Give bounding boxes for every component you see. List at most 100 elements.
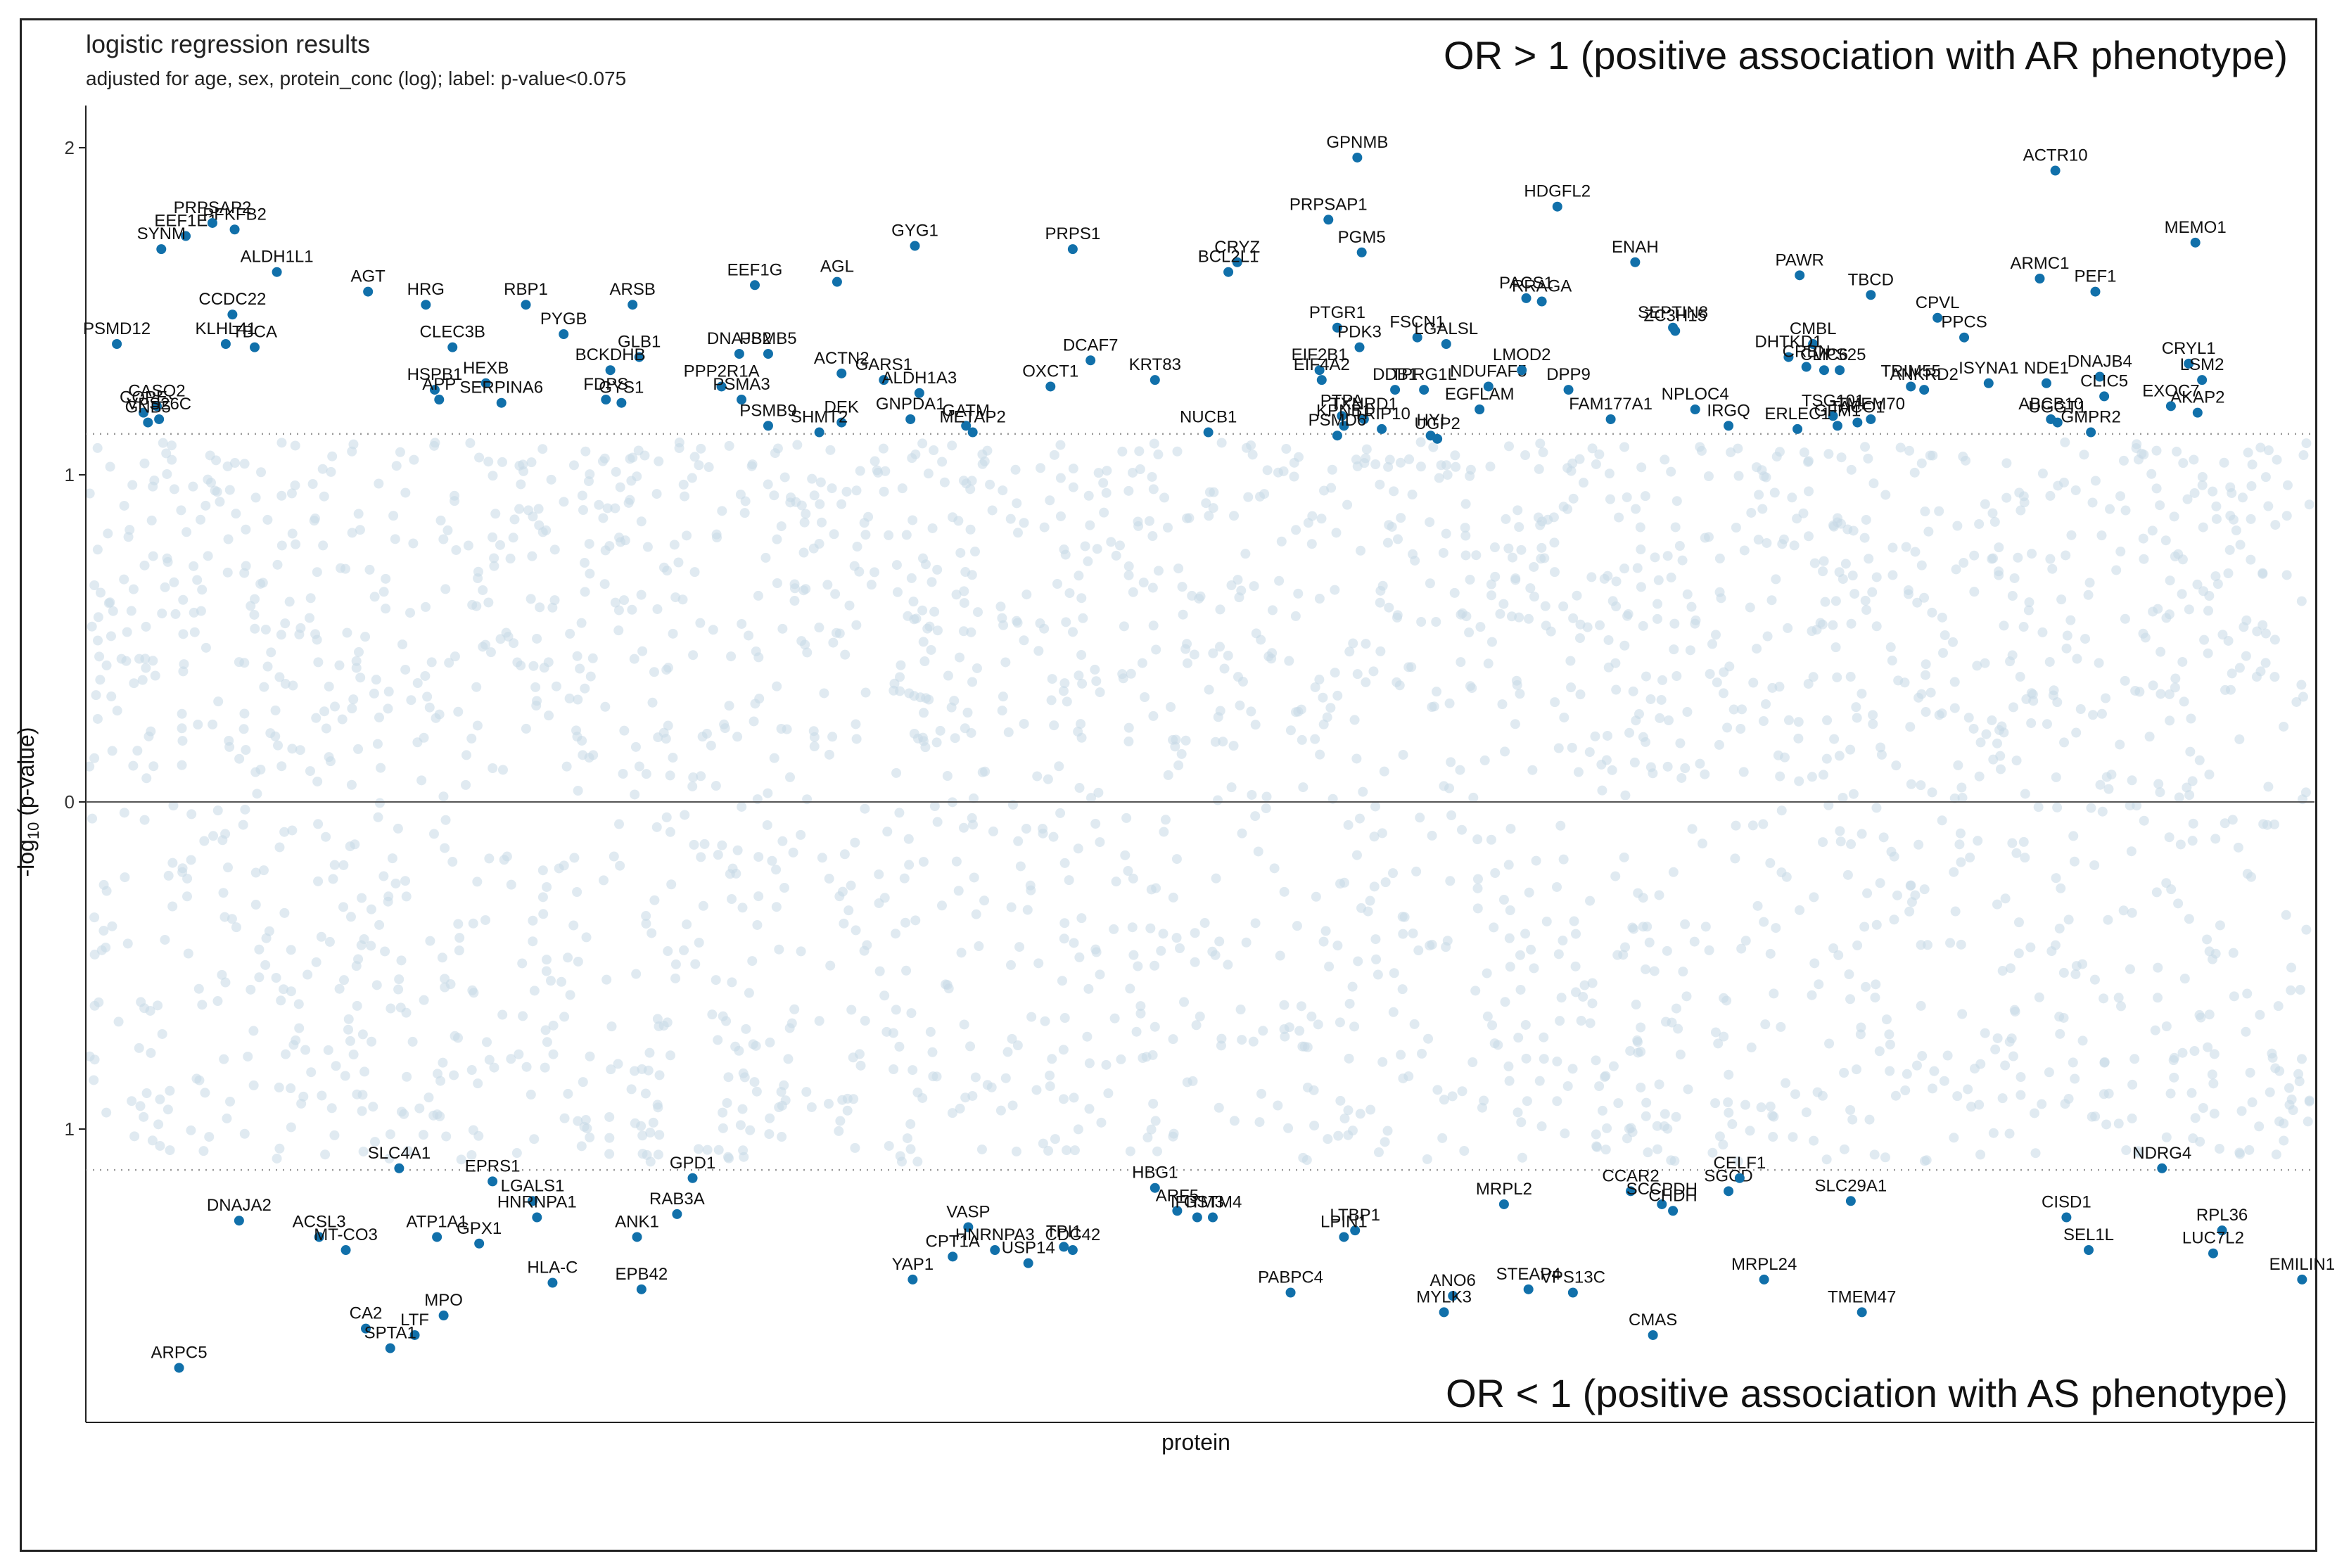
background-point [466,733,477,744]
background-point [1568,493,1579,504]
background-point [125,525,135,535]
background-point [1710,630,1721,640]
background-point [814,1016,824,1026]
background-point [1765,858,1776,868]
data-point [1563,385,1574,395]
background-point [255,578,266,589]
background-point [1347,1126,1358,1136]
background-point [2234,663,2245,673]
background-point [509,514,520,525]
background-point [1007,1100,1018,1111]
background-point [891,1005,901,1015]
data-point [636,1284,647,1294]
background-point [1611,576,1622,587]
background-point [967,677,978,687]
point-label: STEAP4 [1496,1265,1561,1284]
background-point [103,528,113,539]
background-point [572,887,582,898]
background-point [528,661,539,671]
point-label: CMAS [1629,1311,1677,1330]
background-point [274,672,285,682]
background-point [842,1105,853,1116]
background-point [1467,1057,1478,1068]
background-point [2127,775,2137,786]
background-point [1820,597,1830,607]
background-point [1595,620,1605,630]
background-point [1074,783,1085,793]
background-point [2164,832,2174,843]
background-point [2016,1072,2026,1083]
background-point [958,626,969,637]
background-point [1974,771,1985,782]
data-point [547,1277,558,1288]
background-point [2235,540,2246,550]
background-point [1707,1147,1718,1158]
background-point [1515,984,1526,995]
background-point [489,561,499,571]
background-point [2016,1090,2026,1100]
point-label: DNAJB4 [2068,352,2132,371]
background-point [2294,1076,2305,1087]
background-point [440,843,450,853]
background-point [488,471,498,481]
background-point [2254,1121,2265,1132]
point-label: MRPL2 [1476,1180,1532,1199]
background-point [286,1122,296,1133]
background-point [2297,794,2307,805]
background-point [610,503,620,514]
background-point [274,1082,284,1092]
background-point [134,654,144,664]
background-point [254,944,265,955]
background-point [438,534,449,544]
background-point [241,561,251,571]
background-point [473,1078,483,1089]
background-point [1310,682,1320,692]
background-point [2164,689,2174,699]
background-point [1195,591,1206,601]
background-point [801,509,811,519]
background-point [905,1118,916,1129]
background-point [1223,650,1233,661]
background-point [2203,606,2214,616]
background-point [1876,742,1886,753]
point-label: PPP2R1A [684,362,760,381]
background-point [2220,818,2230,829]
background-point [1147,582,1158,593]
point-label: CLIC5 [2080,371,2128,390]
background-point [947,1108,957,1118]
background-point [673,557,684,568]
background-point [416,775,427,786]
background-point [295,745,305,756]
background-point [1162,522,1173,533]
background-point [1148,710,1159,721]
background-point [937,457,948,467]
background-point [573,786,583,796]
background-point [665,1050,675,1061]
background-point [1052,578,1062,589]
background-point [1142,1133,1153,1143]
background-point [390,878,401,888]
background-point [1952,521,1963,531]
background-point [1095,969,1105,980]
background-point [177,708,187,719]
background-point [1904,445,1915,456]
background-point [551,681,561,691]
background-point [1916,780,1926,791]
background-point [2139,554,2149,564]
background-point [1150,1116,1161,1126]
background-point [1670,522,1681,533]
background-point [987,505,998,516]
background-point [317,1090,327,1101]
background-point [1884,1029,1895,1040]
background-point [1076,719,1086,729]
background-point [575,663,585,674]
background-point [541,966,552,976]
background-point [177,760,187,770]
data-point [1792,423,1803,434]
background-point [1396,513,1406,523]
background-point [1038,824,1048,834]
background-point [1783,715,1794,725]
background-point [330,701,340,712]
background-point [274,842,285,853]
background-point [176,505,186,516]
